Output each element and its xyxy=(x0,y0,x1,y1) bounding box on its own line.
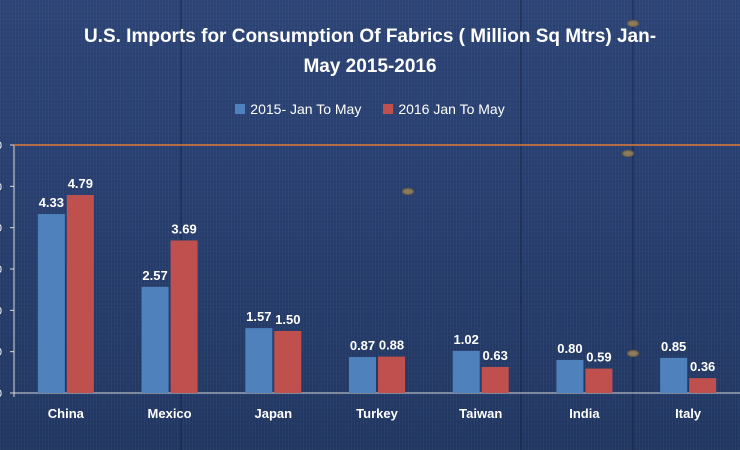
data-label: 0.88 xyxy=(379,338,404,353)
data-label: 0.59 xyxy=(586,350,611,365)
bar-2015-mexico xyxy=(141,286,169,393)
data-label: 0.36 xyxy=(690,359,715,374)
bar-2015-taiwan xyxy=(452,350,480,393)
category-label-india: India xyxy=(569,406,600,421)
bar-2016-taiwan xyxy=(481,366,509,393)
denim-seam xyxy=(520,0,522,450)
legend-swatch-2015 xyxy=(235,104,246,114)
data-label: 1.57 xyxy=(246,309,271,324)
data-label: 0.63 xyxy=(483,348,508,363)
category-label-mexico: Mexico xyxy=(148,406,192,421)
data-label: 1.02 xyxy=(454,332,479,347)
bar-2016-india xyxy=(585,368,613,393)
y-tick-label: 2.00 xyxy=(0,305,2,317)
y-tick-label: 3.00 xyxy=(0,264,2,276)
rivet-decoration xyxy=(627,20,639,27)
category-label-china: China xyxy=(48,406,85,421)
data-label: 4.33 xyxy=(39,195,64,210)
bar-2016-italy xyxy=(689,378,717,393)
bar-2016-japan xyxy=(274,331,302,393)
data-label: 0.87 xyxy=(350,338,375,353)
denim-seam xyxy=(632,0,634,450)
data-label: 4.79 xyxy=(68,176,93,191)
legend-label-2015: 2015- Jan To May xyxy=(250,101,362,117)
y-tick-label: 6.00 xyxy=(0,140,2,152)
y-tick-label: 5.00 xyxy=(0,181,2,193)
legend-swatch-2016 xyxy=(383,104,394,114)
category-label-italy: Italy xyxy=(675,406,702,421)
rivet-decoration xyxy=(627,350,639,357)
y-tick-label: 4.00 xyxy=(0,223,2,235)
bar-2016-mexico xyxy=(170,240,198,393)
bar-2016-turkey xyxy=(378,356,405,393)
denim-seam xyxy=(180,0,182,450)
rivet-decoration xyxy=(622,150,634,157)
bar-2015-italy xyxy=(660,357,688,393)
category-label-japan: Japan xyxy=(254,406,292,421)
category-label-taiwan: Taiwan xyxy=(459,406,502,421)
bar-2015-turkey xyxy=(349,357,376,393)
data-label: 0.85 xyxy=(661,339,686,354)
category-label-turkey: Turkey xyxy=(356,406,398,421)
legend-item-2016: 2016 Jan To May xyxy=(383,101,505,117)
data-label: 0.80 xyxy=(557,341,582,356)
data-label: 2.57 xyxy=(142,268,167,283)
legend: 2015- Jan To May 2016 Jan To May xyxy=(0,101,740,117)
legend-item-2015: 2015- Jan To May xyxy=(235,101,361,117)
bar-2015-india xyxy=(556,359,584,393)
data-label: 3.69 xyxy=(171,221,196,236)
bar-2015-china xyxy=(37,214,65,393)
data-label: 1.50 xyxy=(275,312,300,327)
rivet-decoration xyxy=(402,188,414,195)
y-tick-label: 1.00 xyxy=(0,347,2,359)
y-tick-label: 0.00 xyxy=(0,388,2,400)
chart-title: U.S. Imports for Consumption Of Fabrics … xyxy=(83,26,657,77)
bar-2015-japan xyxy=(245,328,273,393)
legend-label-2016: 2016 Jan To May xyxy=(398,101,505,117)
bar-2016-china xyxy=(66,195,94,393)
